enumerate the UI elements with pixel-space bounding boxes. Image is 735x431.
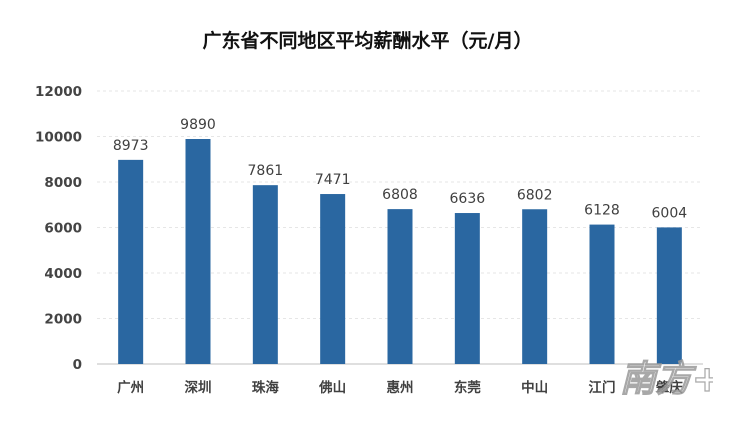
bar-value-label: 6128 bbox=[584, 203, 620, 219]
bar bbox=[185, 139, 211, 364]
chart-title: 广东省不同地区平均薪酬水平（元/月） bbox=[202, 30, 533, 52]
bar-value-label: 6808 bbox=[382, 187, 418, 203]
bar bbox=[454, 213, 480, 364]
y-tick-label: 12000 bbox=[35, 84, 82, 100]
y-tick-label: 0 bbox=[73, 357, 82, 373]
bar bbox=[252, 185, 278, 364]
bar-value-label: 7861 bbox=[248, 163, 284, 179]
x-tick-label: 佛山 bbox=[318, 379, 346, 396]
y-tick-label: 6000 bbox=[44, 221, 82, 237]
bar bbox=[656, 227, 682, 364]
x-tick-label: 广州 bbox=[117, 379, 144, 396]
x-tick-label: 珠海 bbox=[252, 379, 279, 396]
bar bbox=[118, 159, 144, 364]
y-tick-label: 8000 bbox=[44, 175, 82, 191]
bar bbox=[589, 224, 615, 364]
watermark-logo: 南方+ bbox=[619, 358, 713, 400]
bar-value-label: 6802 bbox=[517, 187, 553, 203]
y-tick-label: 2000 bbox=[44, 312, 82, 328]
bar bbox=[522, 209, 548, 364]
y-tick-label: 4000 bbox=[44, 266, 82, 282]
bar-value-label: 9890 bbox=[180, 117, 216, 133]
x-tick-label: 江门 bbox=[589, 379, 616, 396]
y-tick-label: 10000 bbox=[35, 130, 82, 146]
watermark-text: 南方+ bbox=[620, 359, 713, 400]
x-tick-label: 深圳 bbox=[185, 379, 212, 396]
bar bbox=[320, 194, 346, 364]
bar-value-label: 6004 bbox=[652, 205, 688, 221]
bar bbox=[387, 209, 413, 364]
bar-value-label: 6636 bbox=[450, 191, 486, 207]
x-tick-label: 东莞 bbox=[454, 379, 481, 396]
bar-value-label: 7471 bbox=[315, 172, 351, 188]
x-tick-label: 惠州 bbox=[387, 379, 414, 396]
x-tick-label: 肇庆 bbox=[656, 379, 683, 396]
bar-value-label: 8973 bbox=[113, 138, 149, 154]
x-tick-label: 中山 bbox=[521, 379, 548, 396]
